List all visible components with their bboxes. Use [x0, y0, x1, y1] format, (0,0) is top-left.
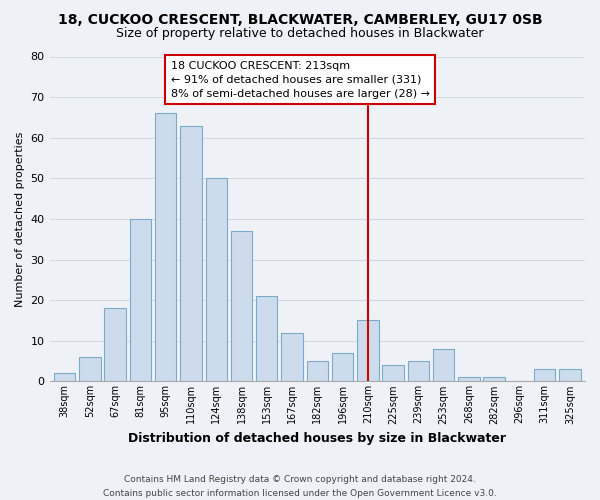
Text: 18 CUCKOO CRESCENT: 213sqm
← 91% of detached houses are smaller (331)
8% of semi: 18 CUCKOO CRESCENT: 213sqm ← 91% of deta…	[171, 60, 430, 98]
Bar	[206, 178, 227, 382]
X-axis label: Distribution of detached houses by size in Blackwater: Distribution of detached houses by size …	[128, 432, 506, 445]
Bar	[332, 353, 353, 382]
Bar	[357, 320, 379, 382]
Text: Contains HM Land Registry data © Crown copyright and database right 2024.
Contai: Contains HM Land Registry data © Crown c…	[103, 476, 497, 498]
Bar	[54, 374, 76, 382]
Text: 18, CUCKOO CRESCENT, BLACKWATER, CAMBERLEY, GU17 0SB: 18, CUCKOO CRESCENT, BLACKWATER, CAMBERL…	[58, 12, 542, 26]
Bar	[484, 378, 505, 382]
Bar	[433, 349, 454, 382]
Bar	[458, 378, 479, 382]
Bar	[256, 296, 277, 382]
Text: Size of property relative to detached houses in Blackwater: Size of property relative to detached ho…	[116, 28, 484, 40]
Bar	[382, 365, 404, 382]
Bar	[407, 361, 429, 382]
Bar	[559, 369, 581, 382]
Bar	[281, 332, 303, 382]
Bar	[534, 369, 556, 382]
Bar	[130, 219, 151, 382]
Bar	[180, 126, 202, 382]
Bar	[104, 308, 126, 382]
Bar	[231, 231, 252, 382]
Y-axis label: Number of detached properties: Number of detached properties	[15, 132, 25, 306]
Bar	[307, 361, 328, 382]
Bar	[155, 114, 176, 382]
Bar	[79, 357, 101, 382]
